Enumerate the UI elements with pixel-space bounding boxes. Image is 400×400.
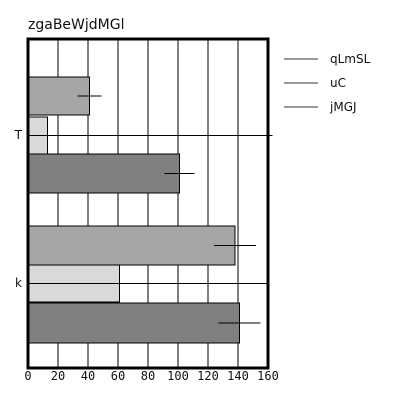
x-tick-label: 40 (81, 369, 95, 383)
plot-frame (26, 37, 270, 370)
legend: qLmSL uC jMGJ (284, 52, 371, 114)
legend-label-jMGJ: jMGJ (329, 100, 357, 114)
y-axis-category-labels: Tk (14, 128, 23, 290)
y-category-label: T (14, 128, 23, 142)
bar-jMGJ-k (27, 302, 240, 344)
legend-label-qLmSL: qLmSL (330, 52, 371, 66)
x-tick-label: 100 (167, 369, 189, 383)
x-tick-label: 20 (51, 369, 65, 383)
legend-label-uC: uC (330, 76, 346, 90)
x-tick-label: 60 (111, 369, 125, 383)
x-axis-ticks: 0 20 40 60 80 100 120 140 160 (24, 369, 278, 383)
x-tick-label: 120 (197, 369, 219, 383)
bar-qLmSL-k (27, 225, 236, 266)
x-tick-label: 0 (24, 369, 31, 383)
y-category-label: k (15, 276, 22, 290)
bar-jMGJ-T (27, 153, 180, 194)
chart-title: zgaBeWjdMGl (28, 17, 124, 33)
error-bars-group (28, 95, 273, 324)
x-tick-label: 140 (227, 369, 249, 383)
x-tick-label: 80 (141, 369, 155, 383)
x-tick-label: 160 (257, 369, 279, 383)
